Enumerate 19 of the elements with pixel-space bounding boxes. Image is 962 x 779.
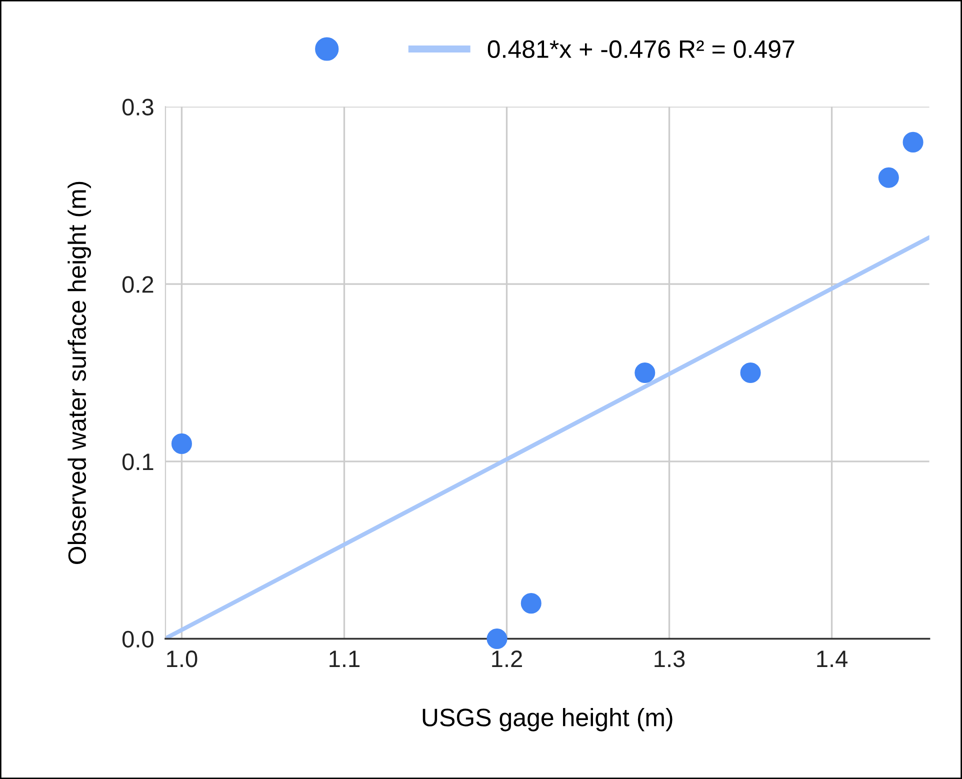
y-tick-label: 0.2 — [122, 276, 154, 293]
y-tick-label: 0.3 — [122, 98, 154, 116]
point — [486, 628, 508, 650]
y-axis-title: Observed water surface height (m) — [68, 182, 91, 564]
point — [878, 167, 899, 188]
x-axis-title: USGS gage height (m) — [422, 708, 672, 732]
x-tick-label: 1.4 — [817, 650, 848, 667]
y-tick-label: 0.1 — [122, 453, 154, 470]
x-tick-label: 1.1 — [330, 650, 360, 667]
y-tick-label: 0.0 — [122, 630, 154, 648]
x-tick-label: 1.3 — [654, 650, 685, 668]
point — [520, 593, 542, 614]
point — [902, 132, 924, 152]
x-tick-label: 1.2 — [492, 650, 522, 667]
point — [171, 433, 192, 454]
x-tick-label: 1.0 — [167, 650, 198, 668]
point — [634, 362, 656, 384]
legend-label: 0.481*x + -0.476 R² = 0.497 — [488, 40, 794, 58]
point — [740, 362, 761, 384]
